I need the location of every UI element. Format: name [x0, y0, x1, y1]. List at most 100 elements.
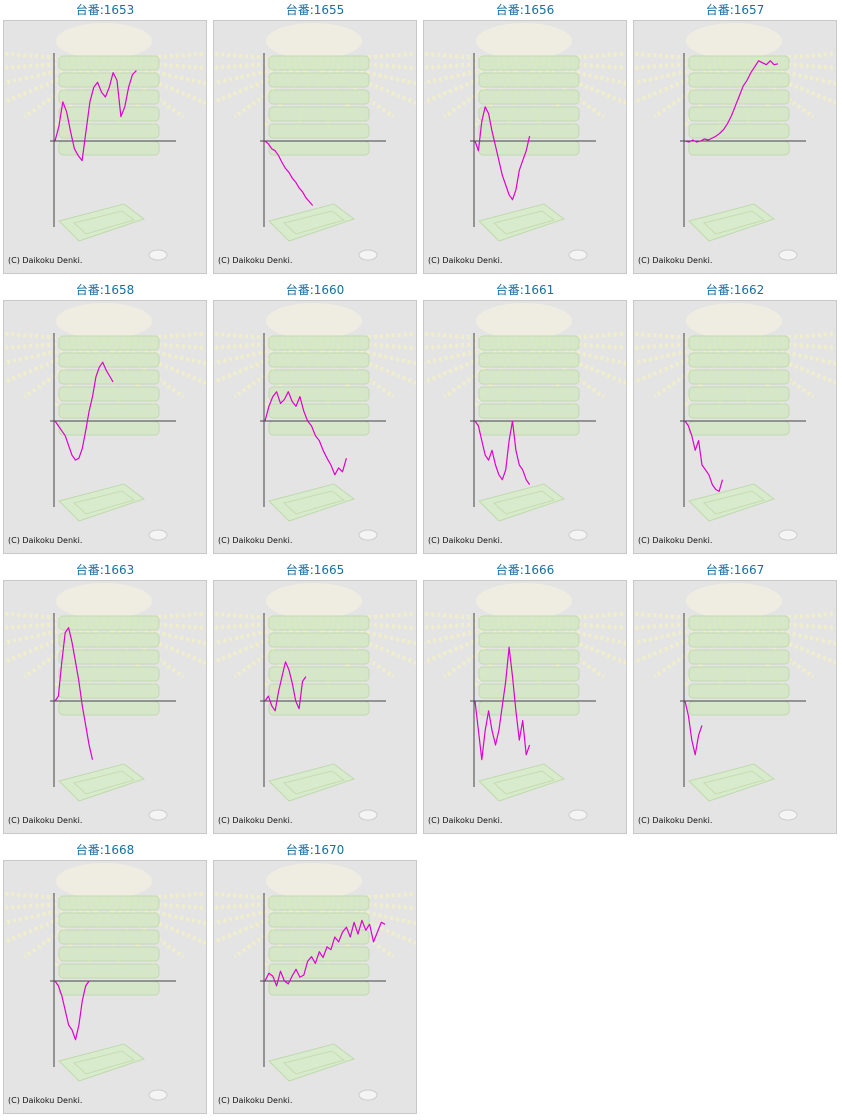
machine-number-link[interactable]: 台番:1662 — [705, 283, 765, 297]
chart-panel: (C) Daikoku Denki. — [3, 860, 207, 1114]
series-line — [264, 919, 386, 987]
copyright-text: (C) Daikoku Denki. — [428, 536, 503, 545]
chart-panel: (C) Daikoku Denki. — [423, 580, 627, 834]
copyright-text: (C) Daikoku Denki. — [8, 536, 83, 545]
series-line — [264, 140, 314, 206]
chart-cell: 台番:1661 (C) Daikoku Denki. — [420, 280, 630, 560]
chart-cell: 台番:1660 (C) Daikoku Denki. — [210, 280, 420, 560]
copyright-text: (C) Daikoku Denki. — [8, 256, 83, 265]
chart-title: 台番:1662 — [630, 282, 840, 298]
machine-number-link[interactable]: 台番:1666 — [495, 563, 555, 577]
machine-number-link[interactable]: 台番:1661 — [495, 283, 555, 297]
chart-title: 台番:1653 — [0, 2, 210, 18]
line-chart — [634, 583, 836, 821]
chart-title: 台番:1666 — [420, 562, 630, 578]
series-line — [54, 361, 114, 461]
machine-illustration-background — [634, 23, 836, 261]
line-chart — [4, 23, 206, 261]
chart-cell: 台番:1665 (C) Daikoku Denki. — [210, 560, 420, 840]
chart-title: 台番:1665 — [210, 562, 420, 578]
copyright-text: (C) Daikoku Denki. — [638, 256, 713, 265]
machine-number-link[interactable]: 台番:1660 — [285, 283, 345, 297]
line-chart — [634, 23, 836, 261]
machine-number-link[interactable]: 台番:1656 — [495, 3, 555, 17]
line-chart — [214, 303, 416, 541]
chart-title: 台番:1667 — [630, 562, 840, 578]
chart-cell: 台番:1667 (C) Daikoku Denki. — [630, 560, 840, 840]
machine-number-link[interactable]: 台番:1665 — [285, 563, 345, 577]
chart-title: 台番:1658 — [0, 282, 210, 298]
chart-cell: 台番:1663 (C) Daikoku Denki. — [0, 560, 210, 840]
copyright-text: (C) Daikoku Denki. — [428, 816, 503, 825]
chart-cell: 台番:1658 (C) Daikoku Denki. — [0, 280, 210, 560]
copyright-text: (C) Daikoku Denki. — [218, 256, 293, 265]
machine-illustration-background — [424, 303, 626, 541]
chart-panel: (C) Daikoku Denki. — [633, 20, 837, 274]
machine-number-link[interactable]: 台番:1668 — [75, 843, 135, 857]
line-chart — [214, 863, 416, 1101]
machine-number-link[interactable]: 台番:1663 — [75, 563, 135, 577]
line-chart — [634, 303, 836, 541]
chart-title: 台番:1656 — [420, 2, 630, 18]
chart-cell: 台番:1656 (C) Daikoku Denki. — [420, 0, 630, 280]
machine-number-link[interactable]: 台番:1670 — [285, 843, 345, 857]
machine-number-link[interactable]: 台番:1653 — [75, 3, 135, 17]
series-line — [684, 420, 724, 492]
series-line — [474, 420, 531, 485]
machine-illustration-background — [214, 583, 416, 821]
chart-title: 台番:1655 — [210, 2, 420, 18]
series-line — [474, 106, 531, 201]
series-line — [54, 627, 94, 760]
machine-illustration-background — [214, 23, 416, 261]
line-chart — [424, 303, 626, 541]
machine-illustration-background — [634, 303, 836, 541]
line-chart — [214, 23, 416, 261]
copyright-text: (C) Daikoku Denki. — [638, 536, 713, 545]
machine-number-link[interactable]: 台番:1658 — [75, 283, 135, 297]
series-line — [684, 700, 703, 756]
chart-panel: (C) Daikoku Denki. — [3, 20, 207, 274]
line-chart — [4, 303, 206, 541]
chart-title: 台番:1670 — [210, 842, 420, 858]
line-chart — [4, 863, 206, 1101]
machine-illustration-background — [214, 303, 416, 541]
machine-illustration-background — [214, 863, 416, 1101]
chart-panel: (C) Daikoku Denki. — [633, 300, 837, 554]
machine-number-link[interactable]: 台番:1657 — [705, 3, 765, 17]
chart-title: 台番:1668 — [0, 842, 210, 858]
line-chart — [424, 583, 626, 821]
chart-cell: 台番:1657 (C) Daikoku Denki. — [630, 0, 840, 280]
machine-number-link[interactable]: 台番:1655 — [285, 3, 345, 17]
chart-cell: 台番:1668 (C) Daikoku Denki. — [0, 840, 210, 1120]
copyright-text: (C) Daikoku Denki. — [8, 816, 83, 825]
series-line — [264, 391, 347, 476]
chart-cell: 台番:1662 (C) Daikoku Denki. — [630, 280, 840, 560]
copyright-text: (C) Daikoku Denki. — [638, 816, 713, 825]
chart-title: 台番:1660 — [210, 282, 420, 298]
chart-panel: (C) Daikoku Denki. — [3, 300, 207, 554]
copyright-text: (C) Daikoku Denki. — [218, 536, 293, 545]
chart-panel: (C) Daikoku Denki. — [3, 580, 207, 834]
chart-cell: 台番:1670 (C) Daikoku Denki. — [210, 840, 420, 1120]
machine-illustration-background — [4, 303, 206, 541]
machine-number-link[interactable]: 台番:1667 — [705, 563, 765, 577]
machine-illustration-background — [424, 23, 626, 261]
copyright-text: (C) Daikoku Denki. — [428, 256, 503, 265]
line-chart — [214, 583, 416, 821]
machine-illustration-background — [634, 583, 836, 821]
chart-cell: 台番:1666 (C) Daikoku Denki. — [420, 560, 630, 840]
line-chart — [4, 583, 206, 821]
series-line — [474, 646, 531, 761]
series-line — [54, 70, 137, 162]
chart-cell: 台番:1655 (C) Daikoku Denki. — [210, 0, 420, 280]
series-line — [264, 661, 307, 712]
chart-panel: (C) Daikoku Denki. — [213, 580, 417, 834]
machine-illustration-background — [4, 583, 206, 821]
copyright-text: (C) Daikoku Denki. — [218, 816, 293, 825]
chart-title: 台番:1663 — [0, 562, 210, 578]
copyright-text: (C) Daikoku Denki. — [8, 1096, 83, 1105]
chart-panel: (C) Daikoku Denki. — [213, 860, 417, 1114]
chart-title: 台番:1661 — [420, 282, 630, 298]
chart-panel: (C) Daikoku Denki. — [423, 20, 627, 274]
